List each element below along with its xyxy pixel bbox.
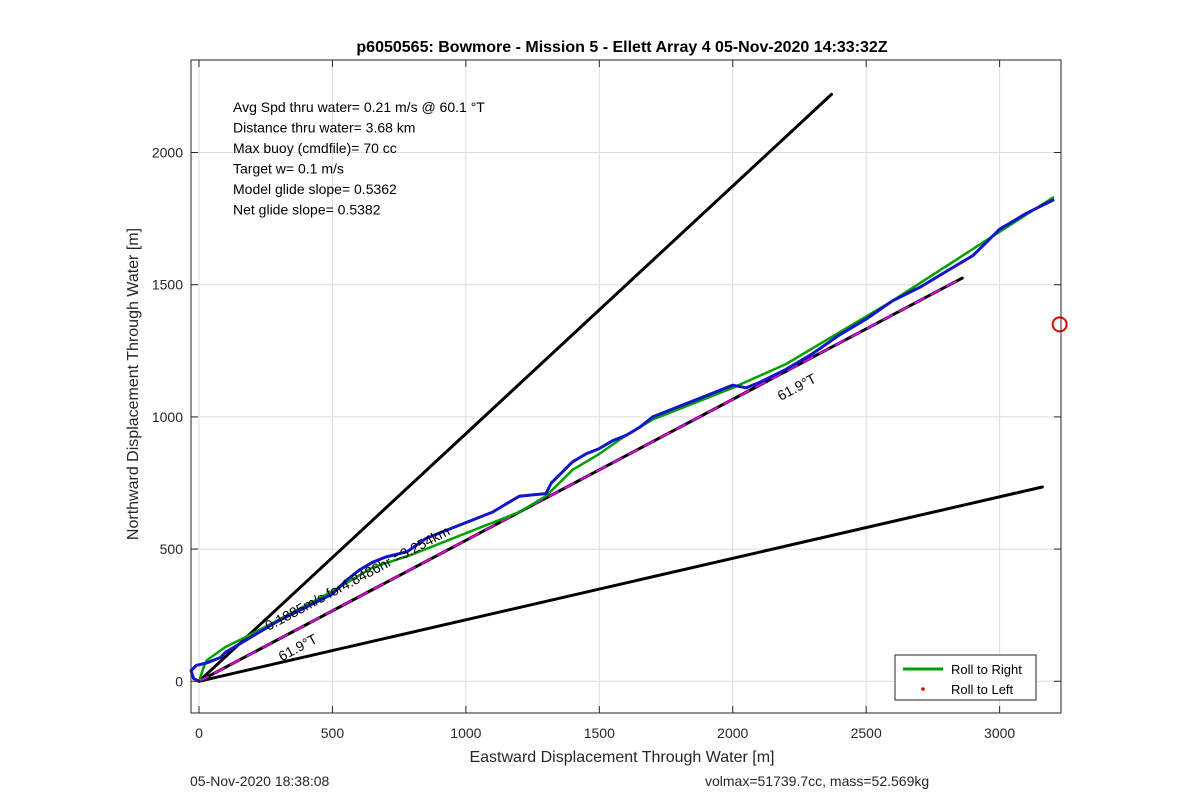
stat-line: Net glide slope= 0.5382 bbox=[233, 202, 381, 218]
data-layer bbox=[189, 92, 1068, 683]
stat-line: Target w= 0.1 m/s bbox=[233, 161, 344, 177]
y-tick-label: 2000 bbox=[152, 145, 183, 161]
series-line-0 bbox=[197, 92, 833, 683]
stats-box: Avg Spd thru water= 0.21 m/s @ 60.1 °T Di… bbox=[233, 99, 485, 218]
x-tick-label: 1500 bbox=[584, 725, 615, 741]
x-tick-label: 1000 bbox=[450, 725, 481, 741]
y-tick-label: 0 bbox=[175, 673, 183, 689]
chart-title: p6050565: Bowmore - Mission 5 - Ellett A… bbox=[356, 39, 887, 56]
x-tick-label: 2000 bbox=[717, 725, 748, 741]
legend-label: Roll to Right bbox=[951, 662, 1022, 677]
legend-label: Roll to Left bbox=[951, 682, 1014, 697]
footer-timestamp: 05-Nov-2020 18:38:08 bbox=[190, 773, 330, 789]
x-tick-label: 0 bbox=[195, 725, 203, 741]
y-tick-label: 1500 bbox=[152, 277, 183, 293]
stat-line: Max buoy (cmdfile)= 70 cc bbox=[233, 140, 397, 156]
marker-circle bbox=[1051, 316, 1068, 333]
series-line-3 bbox=[198, 277, 964, 683]
legend-box bbox=[894, 654, 1037, 701]
series-line-4 bbox=[197, 196, 1055, 683]
plot-frame bbox=[190, 59, 1062, 714]
series-line-1 bbox=[197, 485, 1044, 683]
stat-line: Avg Spd thru water= 0.21 m/s @ 60.1 °T bbox=[233, 99, 485, 115]
y-tick-label: 500 bbox=[160, 541, 184, 557]
x-tick-label: 2500 bbox=[851, 725, 882, 741]
series-line-5 bbox=[189, 198, 1055, 683]
stat-line: Distance thru water= 3.68 km bbox=[233, 120, 415, 136]
legend-swatch-dot bbox=[921, 687, 925, 691]
stat-line: Model glide slope= 0.5362 bbox=[233, 181, 397, 197]
x-tick-label: 3000 bbox=[984, 725, 1015, 741]
y-tick-label: 1000 bbox=[152, 409, 183, 425]
annotations: 61.9°T61.9°T0.1885m/s for4.8486hr =3.254… bbox=[262, 370, 819, 664]
tick-layer: 0 500 1000 1500 2000 2500 3000 0 500 1000 1500 2000 bbox=[152, 60, 1061, 741]
x-axis-label: Eastward Displacement Through Water [m] bbox=[469, 749, 774, 766]
legend: Roll to Right Roll to Left bbox=[894, 654, 1037, 701]
footer-volmax-mass: volmax=51739.7cc, mass=52.569kg bbox=[705, 773, 930, 789]
annotation-label: 0.1885m/s for4.8486hr =3.254km bbox=[262, 523, 452, 634]
x-tick-label: 500 bbox=[321, 725, 345, 741]
y-axis-label: Northward Displacement Through Water [m] bbox=[125, 228, 142, 540]
